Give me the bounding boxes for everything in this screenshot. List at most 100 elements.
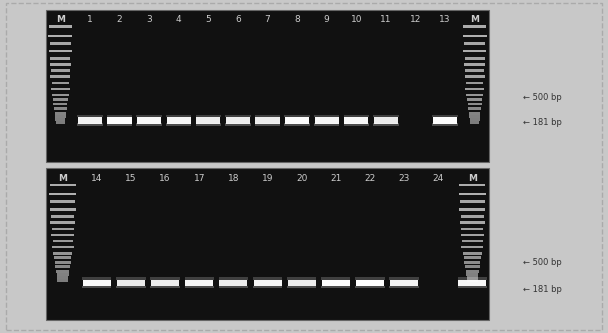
Bar (285, 117, 309, 124)
Text: ← 500 bp: ← 500 bp (523, 258, 562, 267)
Bar (54, 256, 71, 259)
Bar (107, 115, 133, 117)
Bar (466, 94, 483, 96)
Bar (344, 117, 368, 124)
Bar (218, 191, 249, 290)
Bar (463, 25, 486, 28)
Bar (185, 286, 214, 288)
Bar (390, 277, 419, 279)
Bar (56, 270, 69, 273)
Text: 12: 12 (410, 15, 421, 25)
Bar (50, 183, 76, 186)
Bar (461, 226, 483, 279)
Bar (344, 123, 369, 126)
Bar (258, 64, 277, 117)
Bar (466, 276, 478, 279)
Bar (49, 50, 72, 52)
Bar (463, 252, 482, 254)
Bar (314, 123, 339, 126)
Bar (166, 123, 192, 126)
Text: 8: 8 (294, 15, 300, 25)
Bar (254, 279, 282, 286)
Bar (228, 64, 247, 117)
Bar (196, 115, 221, 117)
Bar (83, 279, 111, 286)
Bar (432, 29, 458, 127)
Bar (253, 286, 282, 288)
Bar (51, 234, 74, 236)
Bar (136, 123, 162, 126)
Bar (49, 25, 72, 28)
Text: M: M (468, 173, 477, 183)
Text: M: M (56, 15, 65, 25)
Bar (55, 121, 65, 124)
Bar (464, 42, 485, 45)
Bar (423, 191, 454, 290)
Bar (82, 286, 111, 288)
Bar (50, 221, 75, 224)
Bar (314, 117, 339, 124)
Bar (465, 88, 484, 90)
Bar (468, 103, 482, 106)
Bar (188, 226, 210, 279)
Bar (225, 123, 250, 126)
Bar (165, 29, 192, 127)
Bar (465, 69, 484, 72)
Bar (151, 279, 179, 286)
Bar (460, 221, 485, 224)
Bar (373, 115, 399, 117)
Bar (467, 279, 478, 282)
Bar (432, 115, 458, 117)
Bar (57, 276, 69, 279)
Bar (257, 226, 278, 279)
Bar (359, 226, 381, 279)
Bar (196, 117, 221, 124)
Bar (169, 64, 188, 117)
Bar (49, 35, 72, 37)
Bar (110, 64, 130, 117)
Bar (285, 123, 310, 126)
Bar (355, 286, 384, 288)
Bar (461, 215, 484, 218)
Bar (166, 115, 192, 117)
Bar (106, 29, 133, 127)
Bar (86, 226, 108, 279)
Bar (139, 64, 159, 117)
Text: 20: 20 (296, 173, 308, 183)
Bar (255, 123, 280, 126)
Bar (466, 270, 479, 273)
Bar (325, 226, 347, 279)
Bar (151, 286, 180, 288)
Text: 24: 24 (433, 173, 444, 183)
Text: 19: 19 (262, 173, 273, 183)
Bar (402, 29, 429, 127)
Text: 17: 17 (193, 173, 205, 183)
Bar (321, 286, 350, 288)
Text: ← 500 bp: ← 500 bp (523, 93, 562, 102)
Text: ← 181 bp: ← 181 bp (523, 118, 562, 127)
Bar (120, 226, 142, 279)
Bar (252, 191, 283, 290)
Bar (50, 76, 71, 78)
Bar (320, 191, 351, 290)
Bar (150, 191, 181, 290)
Bar (136, 115, 162, 117)
Bar (52, 246, 74, 248)
Bar (219, 286, 248, 288)
Text: 14: 14 (91, 173, 103, 183)
Bar (50, 200, 75, 203)
Bar (466, 273, 478, 276)
Bar (52, 94, 69, 96)
Bar (117, 279, 145, 286)
Bar (255, 117, 280, 124)
Bar (463, 50, 486, 52)
Bar (347, 64, 366, 117)
Text: 4: 4 (176, 15, 182, 25)
Bar (80, 64, 100, 117)
Bar (77, 29, 103, 127)
Bar (222, 226, 244, 279)
Bar (356, 279, 384, 286)
Text: 6: 6 (235, 15, 241, 25)
Bar (108, 117, 132, 124)
Bar (459, 183, 485, 186)
